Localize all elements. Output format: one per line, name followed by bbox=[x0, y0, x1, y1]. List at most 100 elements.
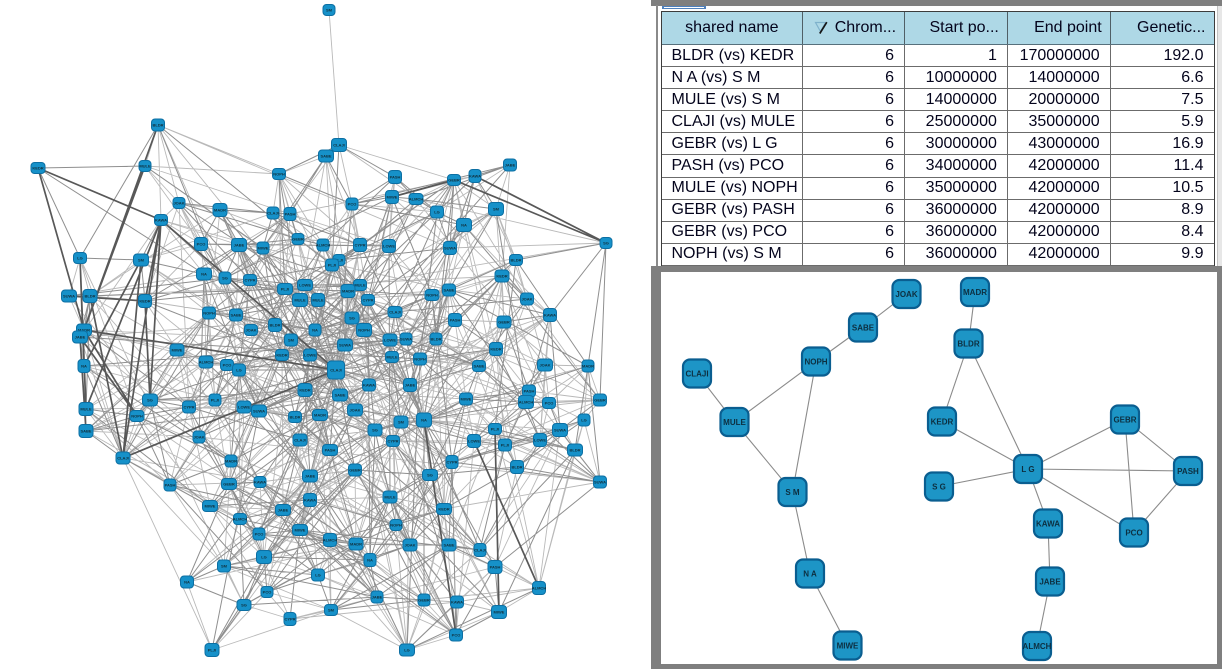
svg-text:NA: NA bbox=[421, 418, 427, 423]
svg-text:MADR: MADR bbox=[342, 289, 354, 294]
svg-text:PASH: PASH bbox=[165, 483, 176, 488]
svg-text:SG: SG bbox=[349, 316, 355, 321]
svg-text:NOPH: NOPH bbox=[390, 523, 402, 528]
svg-text:SUWA: SUWA bbox=[63, 294, 75, 299]
svg-text:SM: SM bbox=[328, 608, 335, 613]
svg-text:ALMCH: ALMCH bbox=[323, 538, 338, 543]
svg-text:BLDR: BLDR bbox=[269, 323, 280, 328]
svg-text:MIWE: MIWE bbox=[295, 528, 306, 533]
svg-text:KAWA: KAWA bbox=[451, 600, 463, 605]
svg-text:LOWE: LOWE bbox=[304, 353, 316, 358]
svg-text:SUWA: SUWA bbox=[339, 343, 351, 348]
svg-text:SM: SM bbox=[288, 338, 295, 343]
svg-text:CYPR: CYPR bbox=[284, 617, 295, 622]
svg-text:CYPR: CYPR bbox=[362, 298, 373, 303]
svg-text:PASH: PASH bbox=[524, 389, 535, 394]
svg-text:KAWA: KAWA bbox=[363, 383, 375, 388]
svg-text:MADR: MADR bbox=[314, 413, 326, 418]
svg-text:LG: LG bbox=[315, 573, 321, 578]
svg-text:SUWA: SUWA bbox=[400, 337, 412, 342]
svg-text:MULE: MULE bbox=[386, 355, 398, 360]
svg-text:NOPH: NOPH bbox=[203, 311, 215, 316]
svg-text:PLJI: PLJI bbox=[501, 443, 509, 448]
svg-text:SM: SM bbox=[398, 420, 405, 425]
svg-text:SUWA: SUWA bbox=[253, 409, 265, 414]
svg-text:MIWE: MIWE bbox=[258, 246, 269, 251]
svg-text:NA: NA bbox=[81, 364, 87, 369]
svg-text:ALMCH: ALMCH bbox=[532, 586, 547, 591]
svg-text:KAWA: KAWA bbox=[304, 498, 316, 503]
svg-text:PASH: PASH bbox=[325, 448, 336, 453]
svg-text:JABE: JABE bbox=[305, 474, 316, 479]
svg-text:LOWE: LOWE bbox=[238, 405, 250, 410]
svg-text:SABE: SABE bbox=[320, 154, 331, 159]
svg-text:NOPH: NOPH bbox=[426, 293, 438, 298]
svg-text:GEBR: GEBR bbox=[349, 468, 361, 473]
svg-text:KEDR: KEDR bbox=[931, 417, 954, 426]
svg-text:SG: SG bbox=[603, 241, 609, 246]
svg-text:CYPR: CYPR bbox=[387, 439, 398, 444]
svg-text:JOAK: JOAK bbox=[193, 435, 204, 440]
svg-text:PCO: PCO bbox=[197, 242, 206, 247]
svg-text:JABE: JABE bbox=[234, 243, 245, 248]
svg-text:SG: SG bbox=[241, 603, 247, 608]
svg-text:SABE: SABE bbox=[852, 323, 875, 332]
svg-text:MADR: MADR bbox=[963, 288, 987, 297]
svg-text:BLDR: BLDR bbox=[510, 258, 521, 263]
svg-text:MULE: MULE bbox=[384, 495, 396, 500]
svg-text:GEBR: GEBR bbox=[223, 482, 235, 487]
svg-text:NA: NA bbox=[367, 558, 373, 563]
svg-text:SUWA: SUWA bbox=[594, 480, 606, 485]
svg-text:PASH: PASH bbox=[390, 175, 401, 180]
svg-text:JABE: JABE bbox=[75, 335, 86, 340]
svg-text:SABE: SABE bbox=[80, 429, 91, 434]
svg-text:KEDR: KEDR bbox=[496, 274, 507, 279]
svg-text:BLDR: BLDR bbox=[430, 337, 441, 342]
svg-text:NA: NA bbox=[461, 223, 467, 228]
svg-text:NOPH: NOPH bbox=[273, 172, 285, 177]
svg-text:CLAJI: CLAJI bbox=[330, 368, 342, 373]
svg-text:JABE: JABE bbox=[278, 508, 289, 513]
svg-text:SM: SM bbox=[138, 258, 145, 263]
svg-text:GEBR: GEBR bbox=[498, 320, 510, 325]
svg-text:CYPR: CYPR bbox=[244, 278, 255, 283]
svg-text:SUWA: SUWA bbox=[554, 428, 566, 433]
svg-text:JOAK: JOAK bbox=[173, 201, 184, 206]
svg-text:MIWE: MIWE bbox=[461, 397, 472, 402]
svg-text:PLJI: PLJI bbox=[328, 263, 336, 268]
svg-text:LG: LG bbox=[404, 648, 410, 653]
svg-text:MULE: MULE bbox=[723, 418, 746, 427]
svg-text:PASH: PASH bbox=[450, 318, 461, 323]
svg-text:BLDR: BLDR bbox=[957, 339, 979, 348]
svg-text:ALMCH: ALMCH bbox=[199, 360, 214, 365]
svg-text:GEBR: GEBR bbox=[448, 178, 460, 183]
svg-text:KAWA: KAWA bbox=[254, 480, 266, 485]
svg-text:KAWA: KAWA bbox=[1036, 519, 1060, 528]
svg-text:SABE: SABE bbox=[443, 288, 454, 293]
svg-text:MADR: MADR bbox=[214, 208, 226, 213]
svg-text:BLDR: BLDR bbox=[84, 294, 95, 299]
svg-text:CYPR: CYPR bbox=[183, 405, 194, 410]
svg-text:JABE: JABE bbox=[1039, 577, 1061, 586]
svg-text:CLAJI: CLAJI bbox=[333, 143, 345, 148]
svg-text:PCO: PCO bbox=[348, 202, 357, 207]
svg-text:LG: LG bbox=[581, 418, 587, 423]
svg-text:MULE: MULE bbox=[294, 298, 306, 303]
svg-text:ALMCH: ALMCH bbox=[1023, 642, 1052, 651]
svg-text:JOAK: JOAK bbox=[539, 363, 550, 368]
svg-text:MADR: MADR bbox=[350, 542, 362, 547]
svg-text:JABE: JABE bbox=[372, 595, 383, 600]
svg-text:LG: LG bbox=[434, 210, 440, 215]
svg-text:KEDR: KEDR bbox=[276, 353, 287, 358]
svg-text:GEBR: GEBR bbox=[594, 398, 606, 403]
svg-text:SABE: SABE bbox=[230, 313, 241, 318]
svg-text:KEDR: KEDR bbox=[490, 347, 501, 352]
svg-text:PLJI: PLJI bbox=[491, 427, 499, 432]
svg-text:GEBR: GEBR bbox=[1113, 415, 1136, 424]
svg-text:CLAJI: CLAJI bbox=[685, 369, 708, 378]
svg-text:SABE: SABE bbox=[334, 393, 345, 398]
svg-text:MIWE: MIWE bbox=[494, 610, 505, 615]
svg-text:ALMCH: ALMCH bbox=[409, 197, 424, 202]
svg-text:JOAK: JOAK bbox=[895, 290, 917, 299]
svg-text:LOWE: LOWE bbox=[384, 338, 396, 343]
